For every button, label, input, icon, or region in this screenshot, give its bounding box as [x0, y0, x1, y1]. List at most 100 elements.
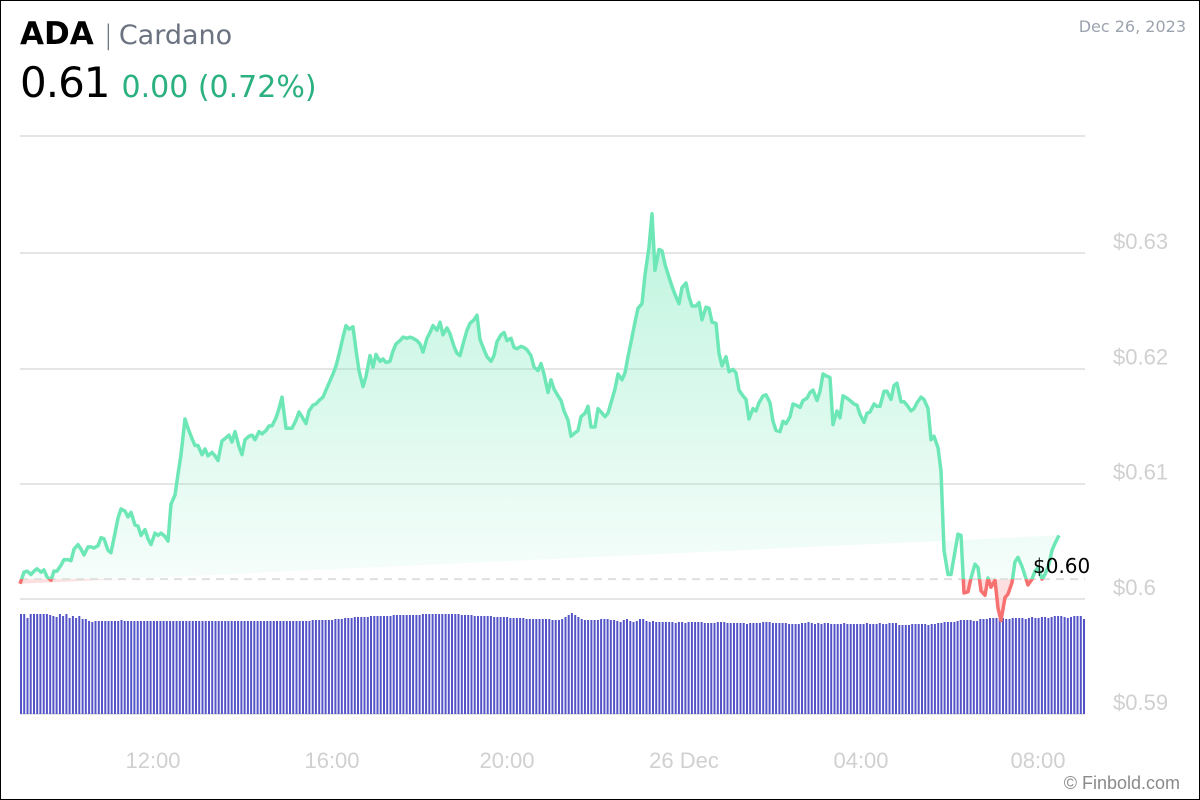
volume-bar	[914, 624, 917, 714]
volume-bar	[94, 621, 97, 714]
volume-bar	[276, 621, 278, 714]
volume-bar	[357, 617, 359, 714]
volume-bar	[62, 616, 65, 714]
volume-bar	[370, 616, 372, 714]
volume-bar	[340, 619, 343, 714]
volume-bar	[389, 616, 392, 714]
volume-bar	[227, 621, 230, 714]
volume-bar	[499, 617, 502, 714]
volume-bar	[220, 621, 223, 714]
volume-bar	[1031, 617, 1034, 714]
volume-bar	[710, 623, 713, 714]
volume-bar	[334, 619, 337, 714]
volume-bar	[930, 624, 933, 714]
volume-bar	[707, 623, 710, 714]
volume-bar	[655, 622, 658, 714]
volume-bar	[126, 621, 129, 714]
ticker-symbol: ADA	[20, 16, 94, 52]
volume-bar	[217, 621, 220, 714]
volume-bar	[415, 615, 418, 714]
volume-bar	[943, 622, 946, 714]
volume-bar	[908, 625, 910, 714]
volume-bar	[525, 619, 528, 714]
volume-bar	[869, 624, 872, 714]
volume-bar	[101, 621, 103, 714]
volume-bar	[399, 615, 402, 714]
volume-bar	[1066, 618, 1069, 714]
volume-bar	[321, 620, 324, 714]
x-tick-label: 12:00	[125, 748, 180, 773]
volume-bar	[635, 621, 638, 714]
volume-bar	[603, 619, 606, 714]
y-tick-label: $0.6	[1113, 575, 1156, 600]
volume-bar	[791, 624, 794, 714]
volume-bar	[564, 617, 567, 714]
volume-bar	[969, 620, 972, 714]
volume-bar	[431, 614, 434, 714]
asset-name: Cardano	[118, 20, 233, 51]
volume-bar	[765, 622, 768, 714]
volume-bar	[839, 624, 842, 714]
volume-bar	[865, 623, 868, 714]
volume-bar	[49, 615, 52, 714]
volume-bar	[814, 624, 816, 714]
volume-bar	[120, 620, 123, 714]
volume-bar	[911, 624, 914, 714]
volume-bar	[519, 618, 522, 714]
volume-bar	[156, 621, 159, 714]
volume-bar	[1027, 618, 1030, 714]
volume-bar	[771, 623, 774, 714]
volume-bar	[888, 623, 891, 714]
volume-bar	[117, 621, 120, 714]
volume-bar	[528, 619, 531, 714]
volume-bar	[331, 620, 334, 714]
volume-bar	[1034, 618, 1037, 714]
volume-bar	[904, 625, 907, 714]
volume-bar	[1014, 618, 1017, 714]
volume-bar	[619, 622, 622, 714]
volume-bar	[182, 621, 184, 714]
volume-bar	[515, 618, 518, 714]
volume-bar	[898, 625, 901, 714]
volume-bar	[613, 620, 616, 714]
volume-bar	[1002, 618, 1004, 714]
volume-bar	[292, 621, 295, 714]
volume-bar	[81, 619, 84, 714]
volume-bar	[921, 624, 923, 714]
volume-bar	[428, 614, 431, 714]
y-tick-label: $0.62	[1113, 344, 1168, 369]
chart-date: Dec 26, 2023	[1078, 17, 1186, 36]
volume-bar	[784, 623, 787, 714]
title-separator: |	[103, 20, 113, 51]
volume-bar	[467, 615, 470, 714]
volume-bar	[302, 621, 304, 714]
volume-bar	[723, 622, 726, 714]
x-axis-labels: 12:00 16:00 20:00 26 Dec 04:00 08:00	[125, 748, 1065, 773]
volume-bar	[639, 619, 641, 714]
volume-bar	[496, 617, 499, 714]
volume-bar	[609, 620, 612, 714]
volume-bar	[742, 623, 745, 714]
volume-bar	[185, 621, 188, 714]
volume-bar	[392, 615, 395, 714]
volume-bar	[966, 620, 969, 714]
price-row: 0.61 0.00 (0.72%)	[20, 58, 317, 107]
volume-bar	[885, 624, 888, 714]
volume-bar	[629, 621, 632, 714]
volume-bar	[875, 624, 878, 714]
volume-bar	[408, 615, 411, 714]
volume-bar	[882, 624, 885, 714]
volume-bar	[107, 621, 110, 714]
volume-bar	[768, 622, 771, 714]
volume-bar	[253, 621, 256, 714]
volume-bar	[989, 618, 991, 714]
volume-bar	[237, 621, 240, 714]
volume-bar	[502, 617, 505, 714]
volume-bar	[263, 621, 266, 714]
volume-bar	[758, 623, 761, 714]
volume-bar	[327, 620, 330, 714]
volume-bar	[464, 615, 466, 714]
volume-bar	[626, 619, 628, 714]
volume-bar	[859, 624, 862, 714]
volume-bar	[360, 617, 363, 714]
